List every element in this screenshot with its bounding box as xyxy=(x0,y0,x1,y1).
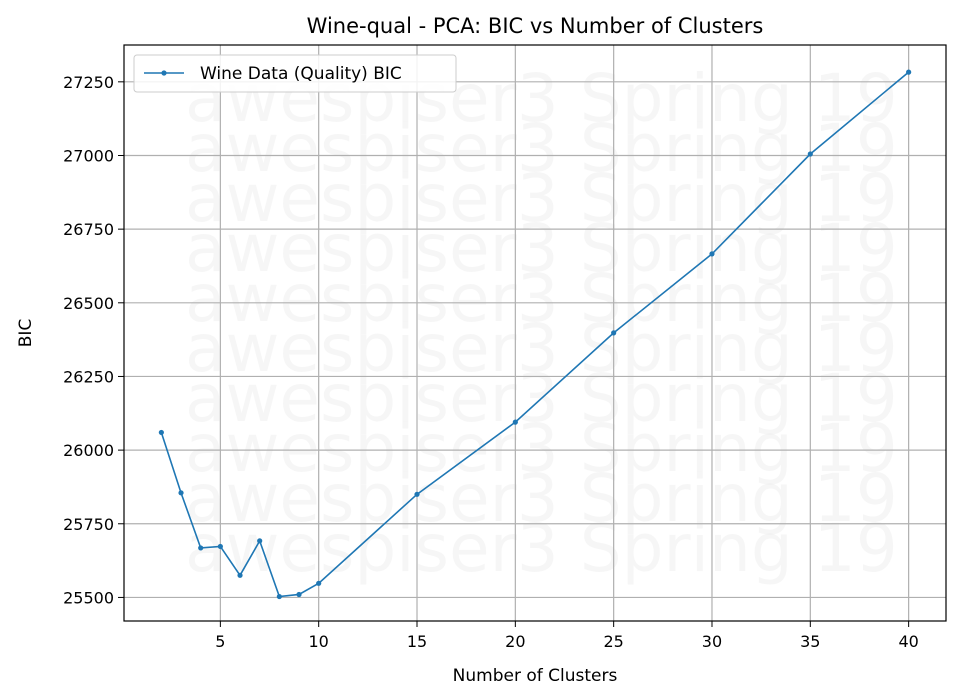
data-point xyxy=(611,330,617,336)
y-axis-label: BIC xyxy=(16,319,36,348)
y-tick-label: 25750 xyxy=(63,515,114,534)
y-tick-label: 26750 xyxy=(63,220,114,239)
y-tick-label: 26000 xyxy=(63,441,114,460)
legend-box xyxy=(133,54,457,93)
y-tick-label: 25500 xyxy=(63,588,114,607)
legend-entry-label: Wine Data (Quality) BIC xyxy=(200,64,402,84)
legend-marker-swatch xyxy=(161,70,167,76)
x-tick-label: 15 xyxy=(407,632,427,651)
data-point xyxy=(906,69,912,75)
x-axis-label: Number of Clusters xyxy=(453,666,618,686)
x-tick-label: 40 xyxy=(898,632,918,651)
x-tick-label: 30 xyxy=(702,632,722,651)
data-point xyxy=(709,251,715,257)
x-tick-label: 35 xyxy=(800,632,820,651)
y-tick-label: 26250 xyxy=(63,367,114,386)
data-point xyxy=(198,545,204,551)
series-layer xyxy=(158,69,912,600)
y-tick-label: 27000 xyxy=(63,146,114,165)
x-tick-label: 10 xyxy=(309,632,329,651)
data-point xyxy=(217,543,223,550)
watermark-line: awespiser3 Spring 19 xyxy=(185,510,898,587)
y-tick-label: 26500 xyxy=(63,294,114,313)
plot-area-frame xyxy=(123,44,947,622)
data-point xyxy=(276,593,282,600)
data-point xyxy=(296,591,302,598)
axis-ticks: 5 10 15 20 25 30 35 40 25500 25750 26000 26250 26500… xyxy=(63,73,919,651)
data-point xyxy=(316,580,322,586)
y-tick-label: 27250 xyxy=(63,73,114,92)
data-point xyxy=(257,538,263,544)
data-point xyxy=(414,491,420,497)
chart-title: Wine-qual - PCA: BIC vs Number of Cluste… xyxy=(307,14,764,38)
x-tick-label: 5 xyxy=(215,632,225,651)
data-point xyxy=(178,490,184,496)
data-point xyxy=(807,151,813,157)
data-point xyxy=(237,572,243,578)
data-point xyxy=(158,429,164,436)
legend: Wine Data (Quality) BIC xyxy=(133,54,457,93)
data-point xyxy=(512,419,518,425)
x-tick-label: 20 xyxy=(505,632,525,651)
x-tick-label: 25 xyxy=(603,632,623,651)
